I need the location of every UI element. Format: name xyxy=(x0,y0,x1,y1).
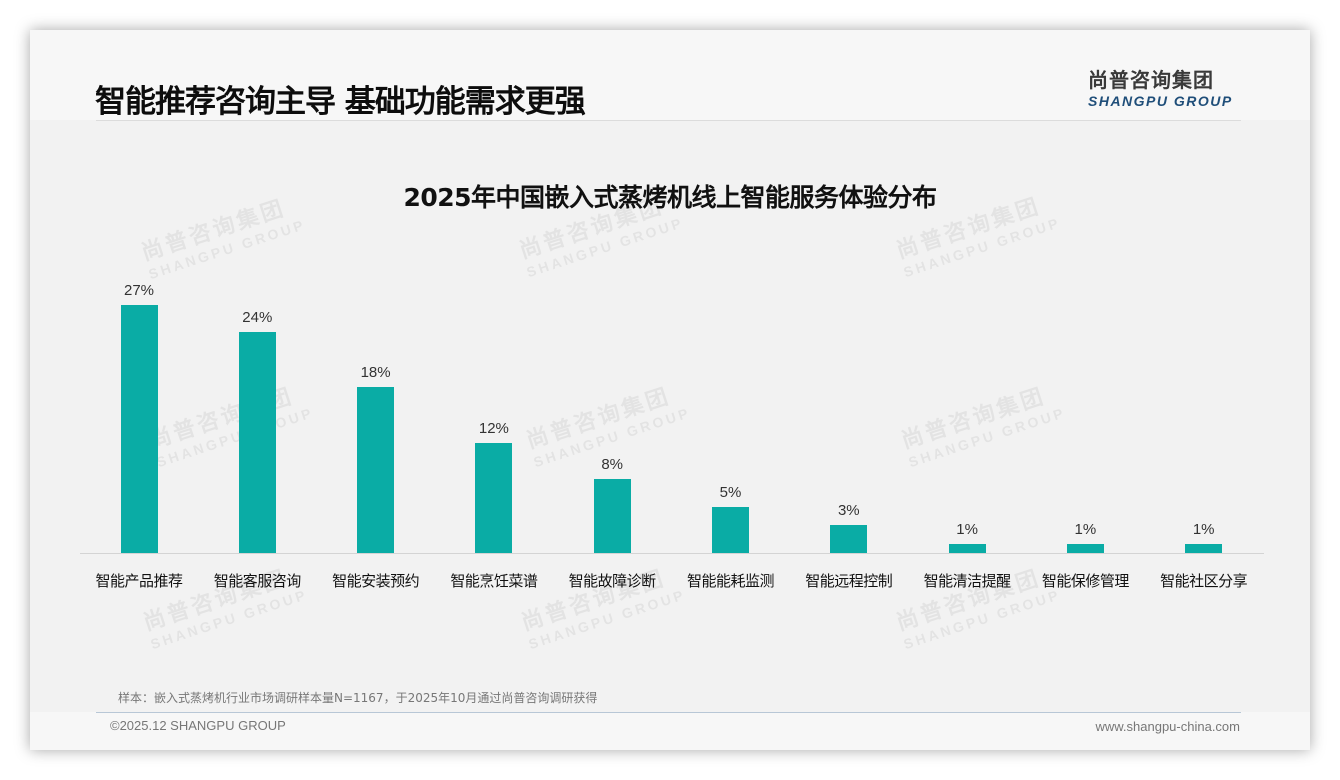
category-label: 智能故障诊断 xyxy=(568,572,657,590)
watermark-en: SHANGPU GROUP xyxy=(154,404,316,471)
bar-value-label: 24% xyxy=(242,309,273,327)
company-logo: 尚普咨询集团 SHANGPU GROUP xyxy=(1088,64,1248,109)
watermark-en: SHANGPU GROUP xyxy=(526,586,688,653)
bar xyxy=(1185,543,1223,553)
logo-english-text: SHANGPU GROUP xyxy=(1088,93,1233,109)
bar xyxy=(948,543,986,553)
watermark-en: SHANGPU GROUP xyxy=(901,214,1063,281)
category-label: 智能烹饪菜谱 xyxy=(450,572,538,590)
header-divider xyxy=(96,120,1241,121)
watermark-en: SHANGPU GROUP xyxy=(524,214,686,281)
category-label: 智能产品推荐 xyxy=(95,572,183,590)
category-label: 智能社区分享 xyxy=(1160,572,1248,590)
source-note: 样本：嵌入式蒸烤机行业市场调研样本量N=1167，于2025年10月通过尚普咨询… xyxy=(118,691,598,705)
footer-band xyxy=(30,712,1310,750)
bar-value-label: 18% xyxy=(360,364,391,382)
bar-value-label: 5% xyxy=(719,484,742,501)
slide: 智能推荐咨询主导 基础功能需求更强 尚普咨询集团 SHANGPU GROUP 尚… xyxy=(30,30,1310,750)
watermark: 尚普咨询集团 SHANGPU GROUP xyxy=(145,374,316,471)
watermark-cn: 尚普咨询集团 xyxy=(518,565,669,637)
watermark-en: SHANGPU GROUP xyxy=(901,586,1063,653)
bar-value-label: 1% xyxy=(956,520,978,538)
bar xyxy=(120,304,158,553)
watermark-en: SHANGPU GROUP xyxy=(148,586,310,653)
category-label: 智能客服咨询 xyxy=(213,572,302,590)
chart-title: 2025年中国嵌入式蒸烤机线上智能服务体验分布 xyxy=(403,183,937,212)
category-label: 智能能耗监测 xyxy=(686,572,775,590)
bar xyxy=(1066,543,1104,553)
bar-value-label: 1% xyxy=(1192,520,1215,538)
bar-value-label: 8% xyxy=(601,456,624,474)
watermark-cn: 尚普咨询集团 xyxy=(523,383,674,455)
category-label: 智能安装预约 xyxy=(332,572,420,590)
bar xyxy=(475,442,513,553)
logo-chinese-text: 尚普咨询集团 xyxy=(1088,68,1214,92)
watermark-cn: 尚普咨询集团 xyxy=(146,383,297,455)
bar-value-label: 12% xyxy=(478,419,509,437)
category-label: 智能保修管理 xyxy=(1041,572,1130,590)
watermark-cn: 尚普咨询集团 xyxy=(898,383,1049,455)
watermark-en: SHANGPU GROUP xyxy=(906,404,1068,471)
bar xyxy=(593,479,631,553)
watermark-cn: 尚普咨询集团 xyxy=(893,565,1044,637)
copyright-text: ©2025.12 SHANGPU GROUP xyxy=(110,718,286,733)
footer-divider xyxy=(96,712,1241,713)
watermark-cn: 尚普咨询集团 xyxy=(140,565,291,637)
bar xyxy=(357,387,395,553)
header-band xyxy=(30,30,1310,120)
website-link[interactable]: www.shangpu-china.com xyxy=(1095,719,1240,734)
bar xyxy=(830,525,868,553)
watermark-en: SHANGPU GROUP xyxy=(146,216,308,283)
x-axis-line xyxy=(80,553,1264,554)
bar xyxy=(238,332,276,553)
category-label: 智能远程控制 xyxy=(805,572,893,590)
bar xyxy=(712,507,749,553)
bar-value-label: 27% xyxy=(123,281,155,299)
bar-value-label: 1% xyxy=(1074,520,1097,538)
page-title: 智能推荐咨询主导 基础功能需求更强 xyxy=(95,84,586,120)
category-label: 智能清洁提醒 xyxy=(923,572,1012,590)
watermark: 尚普咨询集团 SHANGPU GROUP xyxy=(897,374,1068,471)
bar-value-label: 3% xyxy=(837,502,860,520)
